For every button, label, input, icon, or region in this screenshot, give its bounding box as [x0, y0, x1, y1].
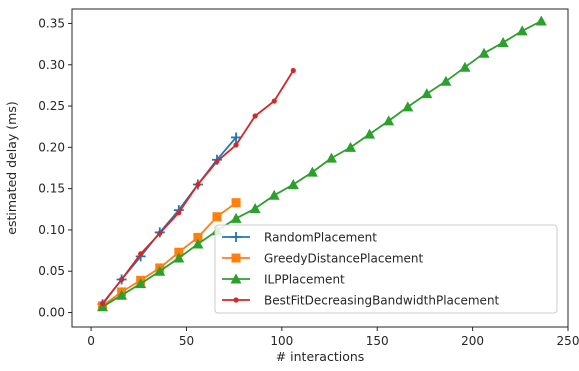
data-point	[345, 141, 357, 152]
data-point	[249, 202, 261, 213]
legend-marker	[231, 232, 241, 242]
y-tick-label: 0.00	[38, 306, 65, 320]
legend-marker	[230, 273, 242, 284]
data-point	[306, 166, 318, 177]
y-tick-label: 0.25	[38, 99, 65, 113]
data-point	[231, 198, 241, 208]
x-tick-label: 150	[366, 334, 389, 348]
data-point	[478, 47, 490, 58]
x-tick-label: 50	[179, 334, 194, 348]
legend: RandomPlacement GreedyDistancePlacement IL…	[214, 224, 558, 314]
data-point	[271, 98, 277, 104]
data-point	[290, 67, 296, 74]
data-point	[154, 265, 166, 276]
data-point	[230, 212, 242, 223]
legend-label: GreedyDistancePlacement	[264, 252, 424, 266]
data-point	[402, 101, 414, 112]
data-point	[440, 75, 452, 86]
x-tick-label: 100	[270, 334, 293, 348]
x-axis-label: # interactions	[276, 349, 365, 364]
data-point	[195, 181, 201, 188]
y-tick-label: 0.35	[38, 16, 65, 30]
data-point	[325, 152, 337, 163]
data-point	[174, 247, 184, 257]
y-tick-label: 0.15	[38, 182, 65, 196]
x-axis: 0 50 100 150 200 250	[87, 327, 579, 348]
legend-label: RandomPlacement	[264, 231, 377, 245]
plot-series	[97, 15, 547, 312]
legend-label: BestFitDecreasingBandwidthPlacement	[264, 294, 500, 308]
legend-label: ILPPlacement	[264, 273, 345, 287]
data-point	[214, 158, 220, 164]
data-point	[252, 113, 258, 119]
data-point	[383, 115, 395, 126]
data-point	[157, 230, 163, 236]
y-tick-label: 0.10	[38, 223, 65, 237]
data-point	[135, 278, 147, 289]
y-tick-label: 0.30	[38, 58, 65, 72]
plot-frame	[71, 8, 569, 328]
data-point	[364, 128, 376, 139]
data-point	[233, 142, 239, 148]
data-point	[97, 301, 109, 312]
data-point	[535, 15, 547, 26]
data-point	[268, 189, 280, 200]
x-tick-label: 0	[87, 334, 95, 348]
y-axis: 0.00 0.05 0.10 0.15 0.20 0.25 0.30 0.35	[38, 16, 72, 320]
data-point	[516, 25, 528, 36]
x-tick-label: 200	[461, 334, 484, 348]
data-point	[116, 289, 128, 300]
data-point	[231, 132, 242, 143]
x-tick-label: 250	[557, 334, 579, 348]
series-triangle	[97, 15, 547, 312]
data-point	[212, 212, 222, 222]
data-point	[176, 210, 182, 216]
data-point	[193, 232, 203, 242]
legend-marker	[233, 297, 239, 303]
data-point	[287, 179, 299, 190]
series-dot	[99, 67, 296, 307]
y-tick-label: 0.05	[38, 264, 65, 278]
data-point	[99, 300, 106, 307]
data-point	[459, 61, 471, 72]
y-axis-label: estimated delay (ms)	[4, 101, 19, 234]
data-point	[119, 276, 125, 283]
legend-box	[214, 224, 558, 314]
data-point	[192, 238, 204, 249]
legend-marker	[231, 253, 241, 263]
data-point	[497, 36, 509, 47]
y-tick-label: 0.20	[38, 140, 65, 154]
data-point	[421, 88, 433, 99]
data-point	[173, 252, 185, 263]
data-point	[138, 251, 144, 257]
